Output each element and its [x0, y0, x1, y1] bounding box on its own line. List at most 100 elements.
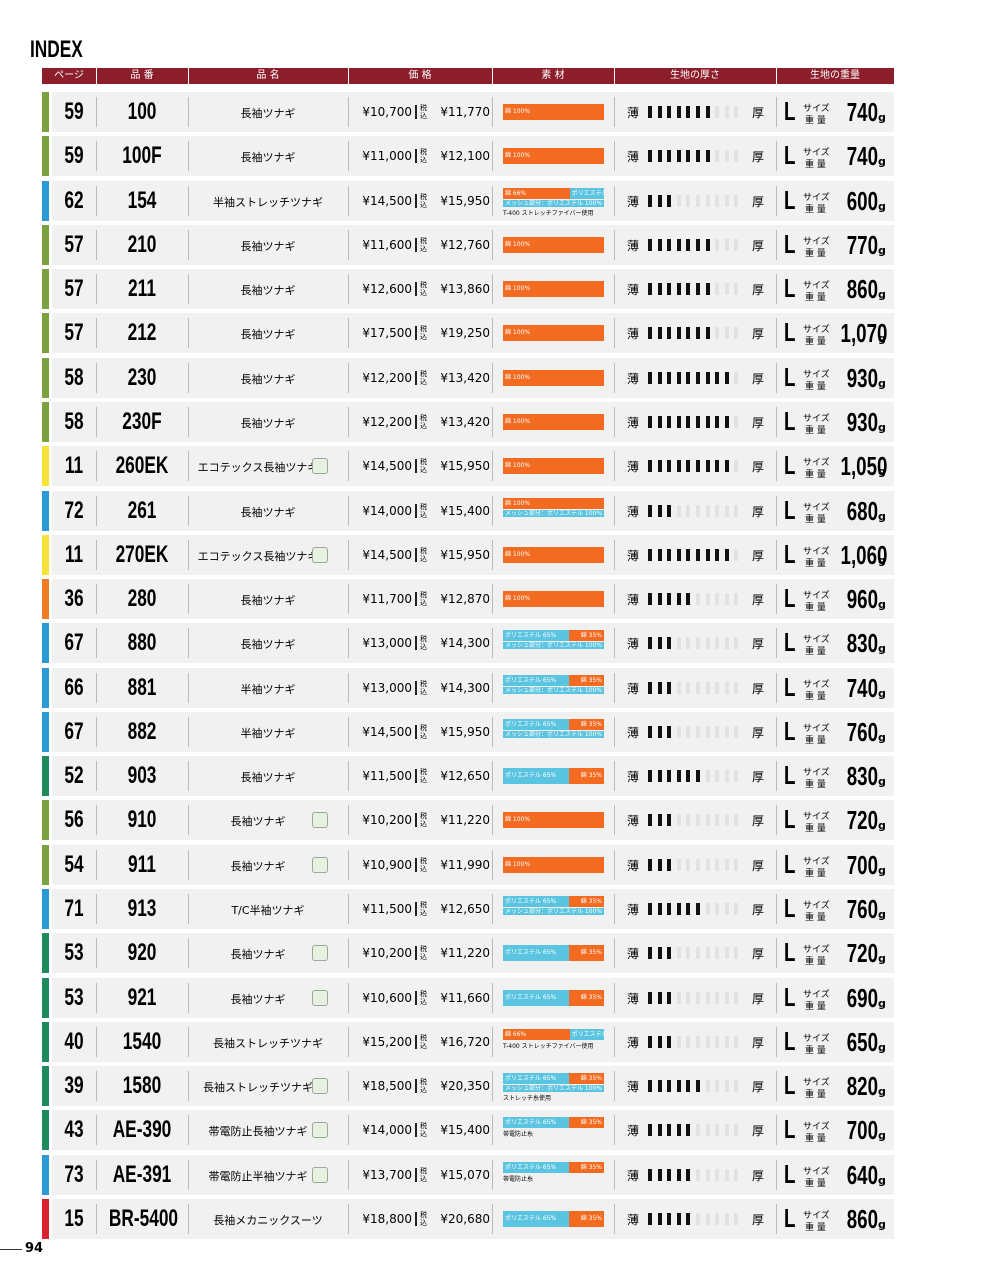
thick-label: 厚 [752, 814, 765, 829]
row-color [42, 1110, 49, 1151]
cell-divider [492, 185, 493, 216]
weight: 1,060 [840, 539, 888, 570]
thin-label: 薄 [627, 858, 640, 873]
size: L [784, 361, 796, 392]
material-segment: 綿 100% [503, 856, 604, 873]
size-label: サイズ [803, 281, 830, 292]
thickness-bar [667, 637, 672, 650]
thickness-bar [648, 903, 652, 916]
thick-label: 厚 [752, 283, 765, 298]
thickness-bar [696, 947, 700, 960]
thin-label: 薄 [627, 637, 640, 652]
footer-line [0, 1249, 22, 1250]
code: AE-390 [112, 1116, 172, 1144]
price-sep [415, 459, 417, 474]
thickness-bar [686, 150, 691, 163]
unit: g [878, 332, 886, 346]
name: 長袖ツナギ [230, 859, 286, 873]
cell-divider [492, 938, 493, 969]
size-label: サイズ [803, 1166, 830, 1177]
material-note: T-400 ストレッチファイバー使用 [503, 1042, 594, 1050]
weight: 930 [846, 362, 878, 393]
thin-label: 薄 [627, 991, 640, 1006]
weight: 960 [846, 584, 878, 615]
price-sep [415, 237, 417, 252]
thickness-bar [715, 194, 720, 207]
thickness-bar [667, 106, 672, 118]
cell-divider [614, 1204, 615, 1234]
row-color [42, 667, 49, 708]
row-bg [52, 889, 894, 930]
thickness-bar [667, 371, 672, 384]
size-label: サイズ [803, 236, 830, 247]
material-segment: 綿 35% [568, 674, 604, 686]
tax-label: 税込 [420, 502, 427, 519]
thick-label: 厚 [752, 991, 765, 1006]
material-segment: 綿 35% [568, 768, 604, 785]
thickness-bar [648, 371, 652, 384]
thickness-bar [715, 460, 720, 473]
cell-divider [188, 97, 189, 127]
weight: 860 [846, 1204, 878, 1234]
row-color [42, 1021, 49, 1062]
page-ref: 72 [64, 496, 84, 524]
thickness-bar [724, 593, 729, 606]
thickness-bar [667, 1168, 672, 1181]
page-ref: 71 [64, 895, 84, 923]
cell-divider [348, 1026, 349, 1057]
cell-divider [188, 185, 189, 216]
thickness-bar [676, 238, 681, 251]
unit: g [878, 1173, 886, 1187]
thickness-bar [696, 460, 700, 473]
cell-divider [188, 362, 189, 393]
thickness-bar [696, 1080, 700, 1093]
code: 230F [122, 407, 162, 435]
price-tax: ¥20,350 [440, 1079, 490, 1094]
thickness-bar [734, 681, 739, 694]
row-bg [52, 446, 894, 487]
price: ¥10,200 [362, 946, 412, 961]
row-bg [52, 1066, 894, 1107]
badge [312, 458, 328, 475]
unit: g [878, 908, 886, 922]
cell-divider [492, 495, 493, 526]
row-color [42, 136, 49, 177]
code: 211 [128, 275, 156, 303]
price-tax: ¥12,760 [440, 237, 490, 252]
cell-divider [776, 97, 777, 127]
cell-divider [188, 761, 189, 792]
thickness-bar [667, 238, 672, 251]
row-bg [52, 579, 894, 620]
thickness-bar [648, 283, 652, 296]
thick-label: 厚 [752, 371, 765, 386]
cell-divider [492, 1204, 493, 1234]
thickness-bar [705, 947, 710, 960]
price-sep [415, 326, 417, 341]
cell-divider [188, 141, 189, 172]
size-label: サイズ [803, 104, 830, 114]
thickness-bar [648, 548, 652, 561]
name: 長袖ストレッチツナギ [213, 1036, 323, 1050]
unit: g [878, 465, 886, 479]
thickness-bar [667, 327, 672, 340]
thick-label: 厚 [752, 903, 765, 918]
thickness-bar [696, 1168, 700, 1181]
tax-label: 税込 [420, 369, 427, 386]
thin-label: 薄 [627, 150, 640, 165]
thickness-bar [715, 327, 720, 340]
cell-divider [776, 1026, 777, 1057]
price: ¥18,500 [362, 1079, 412, 1094]
row-bg [52, 224, 894, 265]
weight-label: 重 量 [805, 425, 826, 436]
thickness-bar [705, 593, 710, 606]
thickness-bar [676, 1035, 681, 1048]
mesh-bar: メッシュ部分：ポリエステル 100% [503, 686, 604, 694]
price-sep [415, 1079, 417, 1094]
thickness-bar [696, 1124, 700, 1137]
page-ref: 40 [64, 1027, 84, 1055]
weight-label: 重 量 [805, 780, 826, 791]
size-label: サイズ [803, 1211, 830, 1221]
weight: 720 [846, 805, 878, 836]
thick-label: 厚 [752, 1124, 765, 1139]
cell-divider [614, 849, 615, 880]
